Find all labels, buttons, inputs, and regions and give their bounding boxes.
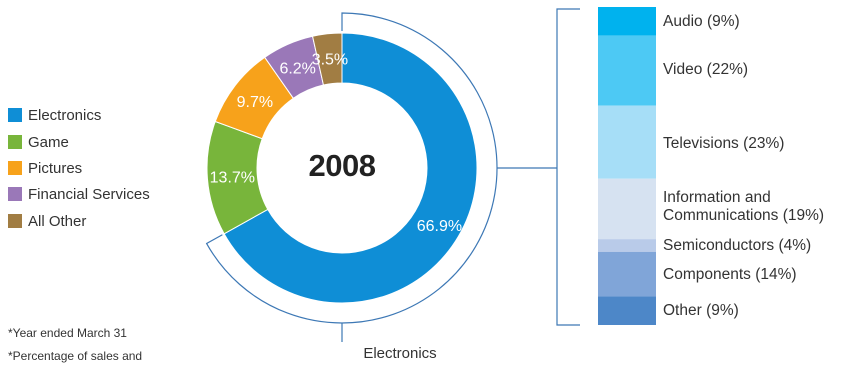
legend-item-financial-services: Financial Services bbox=[8, 184, 150, 204]
pie-value-label-pictures: 9.7% bbox=[237, 94, 273, 111]
bar-segment-video bbox=[598, 35, 656, 106]
bar-segment-audio bbox=[598, 7, 656, 36]
pie-value-label-electronics: 66.9% bbox=[417, 218, 462, 235]
legend-label-pictures: Pictures bbox=[28, 159, 83, 177]
pie-value-label-financial-services: 6.2% bbox=[279, 60, 315, 77]
footnote-year-ended: *Year ended March 31 bbox=[8, 326, 127, 340]
footnote-percentage: *Percentage of sales and bbox=[8, 349, 143, 363]
chart-center-year: 2008 bbox=[308, 148, 376, 183]
legend-item-pictures: Pictures bbox=[8, 158, 82, 178]
pie-value-label-game: 13.7% bbox=[210, 170, 255, 187]
breakdown-label-components: Components (14%) bbox=[663, 266, 797, 283]
bar-segment-televisions bbox=[598, 105, 656, 179]
electronics-group-label: Electronics bbox=[363, 345, 437, 362]
breakdown-bracket bbox=[556, 8, 580, 326]
legend-item-game: Game bbox=[8, 132, 69, 152]
bar-segment-information-and-communications bbox=[598, 178, 656, 240]
legend-swatch-game bbox=[8, 135, 22, 149]
bar-segment-components bbox=[598, 251, 656, 297]
legend-swatch-financial-services bbox=[8, 187, 22, 201]
breakdown-label-semiconductors: Semiconductors (4%) bbox=[663, 237, 812, 254]
legend-label-all-other: All Other bbox=[28, 212, 87, 230]
legend-label-game: Game bbox=[28, 133, 69, 151]
breakdown-label-audio: Audio (9%) bbox=[663, 13, 740, 30]
bar-segment-other bbox=[598, 296, 656, 325]
pie-slice-all-other bbox=[311, 32, 343, 86]
legend-swatch-all-other bbox=[8, 214, 22, 228]
legend-item-all-other: All Other bbox=[8, 211, 86, 231]
pie-value-label-all-other: 3.5% bbox=[312, 52, 348, 69]
legend-swatch-pictures bbox=[8, 161, 22, 175]
legend-label-electronics: Electronics bbox=[28, 106, 102, 124]
breakdown-label-other: Other (9%) bbox=[663, 302, 739, 319]
electronics-bracket-arc bbox=[205, 12, 498, 324]
pie-slice-electronics bbox=[223, 32, 478, 304]
legend-swatch-electronics bbox=[8, 108, 22, 122]
legend-label-financial-services: Financial Services bbox=[28, 185, 150, 203]
breakdown-label-information-and-communications: Information and Communications (19%) bbox=[663, 189, 825, 224]
bar-segment-semiconductors bbox=[598, 239, 656, 252]
breakdown-label-televisions: Televisions (23%) bbox=[663, 135, 785, 152]
breakdown-label-video: Video (22%) bbox=[663, 61, 749, 78]
legend-item-electronics: Electronics bbox=[8, 105, 101, 125]
